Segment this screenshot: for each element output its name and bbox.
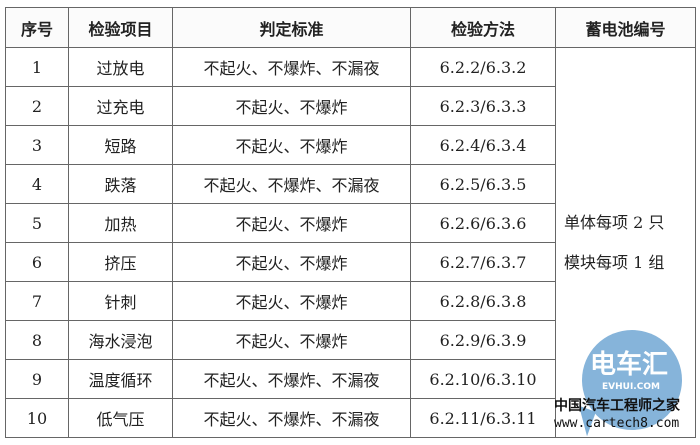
cell-index: 8 <box>5 320 69 360</box>
cell-test-item: 短路 <box>68 125 173 165</box>
cell-criteria: 不起火、不爆炸、不漏夜 <box>172 47 411 87</box>
header-row: 序号 检验项目 判定标准 检验方法 蓄电池编号 <box>5 7 696 48</box>
cell-method: 6.2.5/6.3.5 <box>410 164 556 204</box>
cell-test-item: 过放电 <box>68 47 173 87</box>
battery-note-line: 单体每项 2 只 <box>564 212 665 232</box>
header-test-item: 检验项目 <box>68 7 173 48</box>
cell-method: 6.2.8/6.3.8 <box>410 281 556 321</box>
cell-test-item: 温度循环 <box>68 359 173 399</box>
cell-index: 7 <box>5 281 69 321</box>
cell-method: 6.2.2/6.3.2 <box>410 47 556 87</box>
cell-index: 5 <box>5 203 69 243</box>
cell-method: 6.2.3/6.3.3 <box>410 86 556 126</box>
cell-index: 4 <box>5 164 69 204</box>
battery-test-table: 序号 检验项目 判定标准 检验方法 蓄电池编号 1 过放电 不起火、不爆炸、不漏夜 6… <box>5 7 696 438</box>
cell-method: 6.2.11/6.3.11 <box>410 398 556 438</box>
header-battery-no: 蓄电池编号 <box>555 7 696 48</box>
cell-index: 9 <box>5 359 69 399</box>
cell-test-item: 针刺 <box>68 281 173 321</box>
cell-criteria: 不起火、不爆炸 <box>172 320 411 360</box>
cell-criteria: 不起火、不爆炸 <box>172 281 411 321</box>
cell-test-item: 加热 <box>68 203 173 243</box>
table-row: 6 挤压 不起火、不爆炸 6.2.7/6.3.7 <box>5 242 696 282</box>
table-row: 8 海水浸泡 不起火、不爆炸 6.2.9/6.3.9 <box>5 320 696 360</box>
cell-criteria: 不起火、不爆炸、不漏夜 <box>172 359 411 399</box>
table-row: 1 过放电 不起火、不爆炸、不漏夜 6.2.2/6.3.2 单体每项 2 只模块每项 1… <box>5 47 696 438</box>
table-row: 4 跌落 不起火、不爆炸、不漏夜 6.2.5/6.3.5 <box>5 164 696 204</box>
cell-index: 3 <box>5 125 69 165</box>
cell-test-item: 过充电 <box>68 86 173 126</box>
header-criteria: 判定标准 <box>172 7 411 48</box>
cell-criteria: 不起火、不爆炸、不漏夜 <box>172 164 411 204</box>
table-row: 3 短路 不起火、不爆炸 6.2.4/6.3.4 <box>5 125 696 165</box>
header-index: 序号 <box>5 7 69 48</box>
cell-method: 6.2.9/6.3.9 <box>410 320 556 360</box>
cell-index: 2 <box>5 86 69 126</box>
cell-method: 6.2.4/6.3.4 <box>410 125 556 165</box>
cell-test-item: 挤压 <box>68 242 173 282</box>
cell-test-item: 跌落 <box>68 164 173 204</box>
cell-criteria: 不起火、不爆炸 <box>172 125 411 165</box>
cell-index: 1 <box>5 47 69 87</box>
cell-index: 10 <box>5 398 69 438</box>
table-row: 2 过充电 不起火、不爆炸 6.2.3/6.3.3 <box>5 86 696 126</box>
cell-criteria: 不起火、不爆炸、不漏夜 <box>172 398 411 438</box>
cell-method: 6.2.7/6.3.7 <box>410 242 556 282</box>
cell-criteria: 不起火、不爆炸 <box>172 86 411 126</box>
cell-method: 6.2.6/6.3.6 <box>410 203 556 243</box>
header-method: 检验方法 <box>410 7 556 48</box>
cell-criteria: 不起火、不爆炸 <box>172 203 411 243</box>
table-row: 9 温度循环 不起火、不爆炸、不漏夜 6.2.10/6.3.10 <box>5 359 696 399</box>
cell-criteria: 不起火、不爆炸 <box>172 242 411 282</box>
cell-method: 6.2.10/6.3.10 <box>410 359 556 399</box>
table-row: 7 针刺 不起火、不爆炸 6.2.8/6.3.8 <box>5 281 696 321</box>
cell-test-item: 低气压 <box>68 398 173 438</box>
cell-test-item: 海水浸泡 <box>68 320 173 360</box>
table-row: 5 加热 不起火、不爆炸 6.2.6/6.3.6 <box>5 203 696 243</box>
cell-battery-note: 单体每项 2 只模块每项 1 组 <box>555 47 696 438</box>
table-row: 10 低气压 不起火、不爆炸、不漏夜 6.2.11/6.3.11 <box>5 398 696 438</box>
cell-index: 6 <box>5 242 69 282</box>
battery-note-line: 模块每项 1 组 <box>564 252 665 272</box>
